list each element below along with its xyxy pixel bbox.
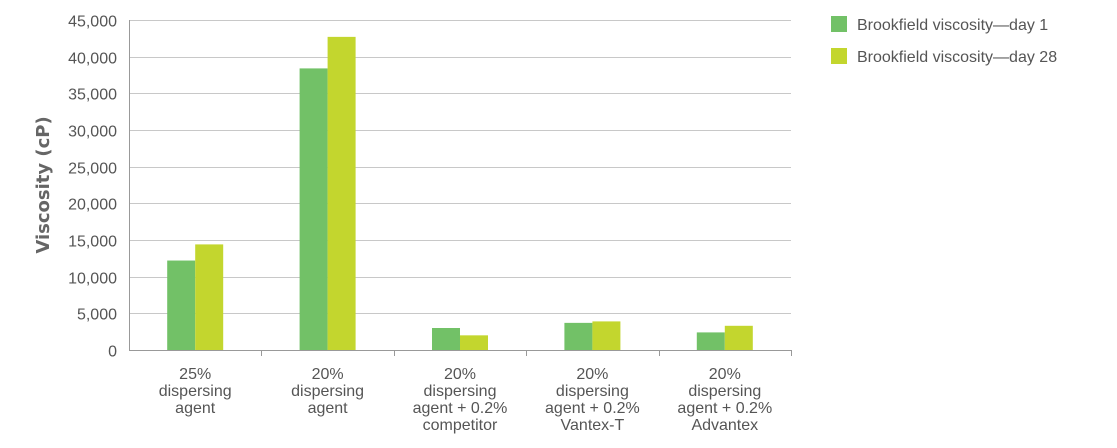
legend: Brookfield viscosity—day 1 Brookfield vis… xyxy=(831,16,1057,66)
bar-day-28 xyxy=(195,244,224,350)
legend-swatch xyxy=(831,48,847,64)
y-axis-label: Viscosity (cP) xyxy=(33,116,54,253)
legend-swatch xyxy=(831,16,847,32)
y-tick-label: 20,000 xyxy=(68,197,117,214)
y-tick-label: 15,000 xyxy=(68,234,117,251)
y-tick-label: 35,000 xyxy=(68,87,117,104)
x-category-label: 25% dispersing agent xyxy=(159,366,232,417)
category-labels: 25% dispersing agent 20% dispersing agent 20% d… xyxy=(159,366,772,434)
x-category-label: 20% dispersing agent xyxy=(291,366,364,417)
bar-day-28 xyxy=(460,335,488,350)
y-tick-label: 0 xyxy=(108,344,117,361)
y-tick-label: 40,000 xyxy=(68,51,117,68)
y-tick-labels: 0 5,000 10,000 15,000 20,000 25,000 30,000 35,0… xyxy=(68,14,117,361)
x-category-label: 20% dispersing agent + 0.2% Vantex-T xyxy=(545,366,640,434)
gridlines xyxy=(129,20,791,314)
y-tick-label: 45,000 xyxy=(68,14,117,31)
bar-day-28 xyxy=(592,321,621,350)
bars xyxy=(167,36,753,351)
y-tick-label: 30,000 xyxy=(68,124,117,141)
bar-day-1 xyxy=(564,322,593,350)
bar-day-28 xyxy=(724,325,753,350)
x-category-label: 20% dispersing agent + 0.2% Advantex xyxy=(677,366,772,434)
bar-day-1 xyxy=(299,68,328,351)
axes xyxy=(129,20,792,356)
x-category-label: 20% dispersing agent + 0.2% competitor xyxy=(413,366,508,434)
bar-day-1 xyxy=(167,260,196,350)
legend-entry: Brookfield viscosity—day 28 xyxy=(857,49,1057,66)
y-tick-label: 10,000 xyxy=(68,271,117,288)
bar-day-1 xyxy=(432,328,460,350)
y-tick-label: 25,000 xyxy=(68,161,117,178)
bar-day-28 xyxy=(327,36,356,350)
y-tick-label: 5,000 xyxy=(77,307,117,324)
bar-day-1 xyxy=(696,332,725,350)
legend-entry: Brookfield viscosity—day 1 xyxy=(857,17,1048,34)
